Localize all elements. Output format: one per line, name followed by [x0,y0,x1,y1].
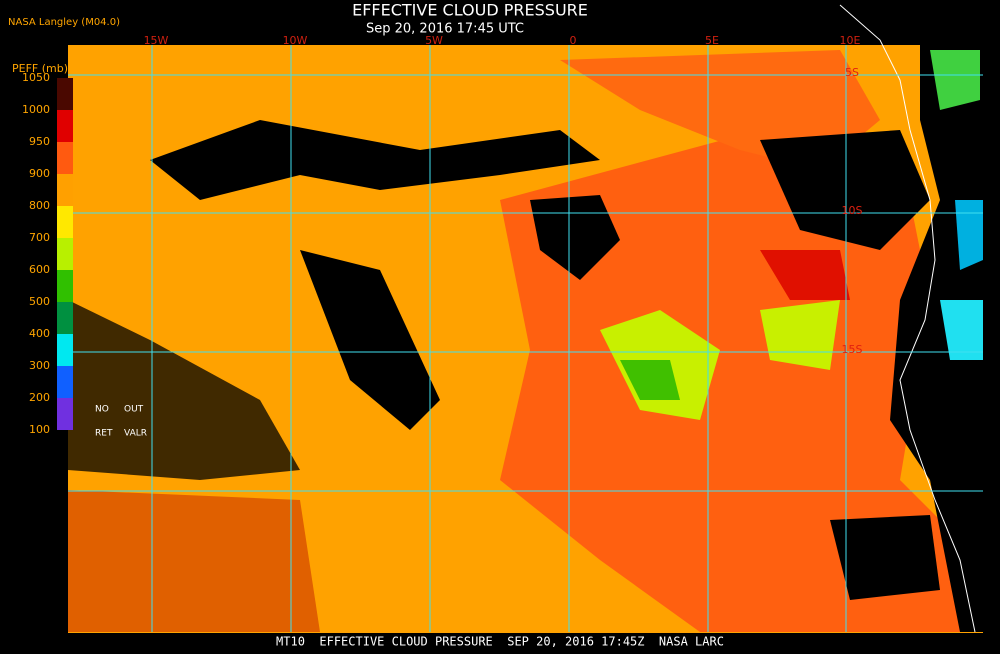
latitude-label: 5S [845,66,859,79]
longitude-label: 5E [705,34,719,47]
land-cloud [940,300,983,360]
low-pressure-region [500,130,960,632]
colorbar-tick: 800 [29,199,50,212]
footer: MT10 EFFECTIVE CLOUD PRESSURE SEP 20, 20… [276,635,724,649]
subtitle: Sep 20, 2016 17:45 UTC [366,22,524,37]
land [890,45,983,632]
colorbar-tick: 300 [29,359,50,372]
colorbar-note: VALR [124,429,147,439]
colorbar-note: OUT [124,405,144,415]
clear-sky [150,120,600,200]
high-cloud [760,300,840,370]
colorbar-tick: 1050 [22,71,50,84]
colorbar-note: RET [95,429,113,439]
colorbar-swatch [57,142,73,174]
high-cloud [760,250,850,300]
graticule [68,45,983,632]
colorbar-tick: 900 [29,167,50,180]
clear-sky [830,515,940,600]
imagery [68,4,983,633]
clear-sky [68,300,300,480]
longitude-label: 10W [283,34,308,47]
colorbar-swatch [57,302,73,334]
land-cloud [930,50,980,110]
land-cloud [955,200,983,270]
colorbar-tick: 700 [29,231,50,244]
title: EFFECTIVE CLOUD PRESSURE [352,1,588,20]
longitude-label: 5W [425,34,443,47]
longitude-label: 10E [840,34,861,47]
colorbar-swatch [57,78,73,110]
colorbar-tick: 400 [29,327,50,340]
broken-cloud [68,490,320,632]
colorbar-swatch [57,174,73,206]
source: NASA Langley (M04.0) [8,17,120,28]
clear-sky [760,130,930,250]
latitude-label: 15S [842,343,863,356]
colorbar-note: NO [95,405,109,415]
high-cloud [620,360,680,400]
colorbar: 1050 1000 950 900 800 700 600 500 400 300 200 100 NO… [22,71,147,439]
colorbar-swatch [57,398,73,430]
colorbar-swatch [57,270,73,302]
colorbar-tick: 100 [29,423,50,436]
longitude-label: 15W [144,34,169,47]
colorbar-tick: 500 [29,295,50,308]
colorbar-tick: 600 [29,263,50,276]
colorbar-swatch [57,238,73,270]
colorbar-swatch [57,366,73,398]
colorbar-swatch [57,206,73,238]
colorbar-tick: 950 [29,135,50,148]
longitude-label: 0 [570,34,577,47]
colorbar-tick: 200 [29,391,50,404]
colorbar-label: PEFF (mb) [12,62,68,75]
latitude-label: 10S [842,204,863,217]
colorbar-swatch [57,334,73,366]
colorbar-tick: 1000 [22,103,50,116]
clear-sky [300,250,440,430]
coastline [839,4,976,633]
colorbar-swatch [57,110,73,142]
clear-sky [530,195,620,280]
